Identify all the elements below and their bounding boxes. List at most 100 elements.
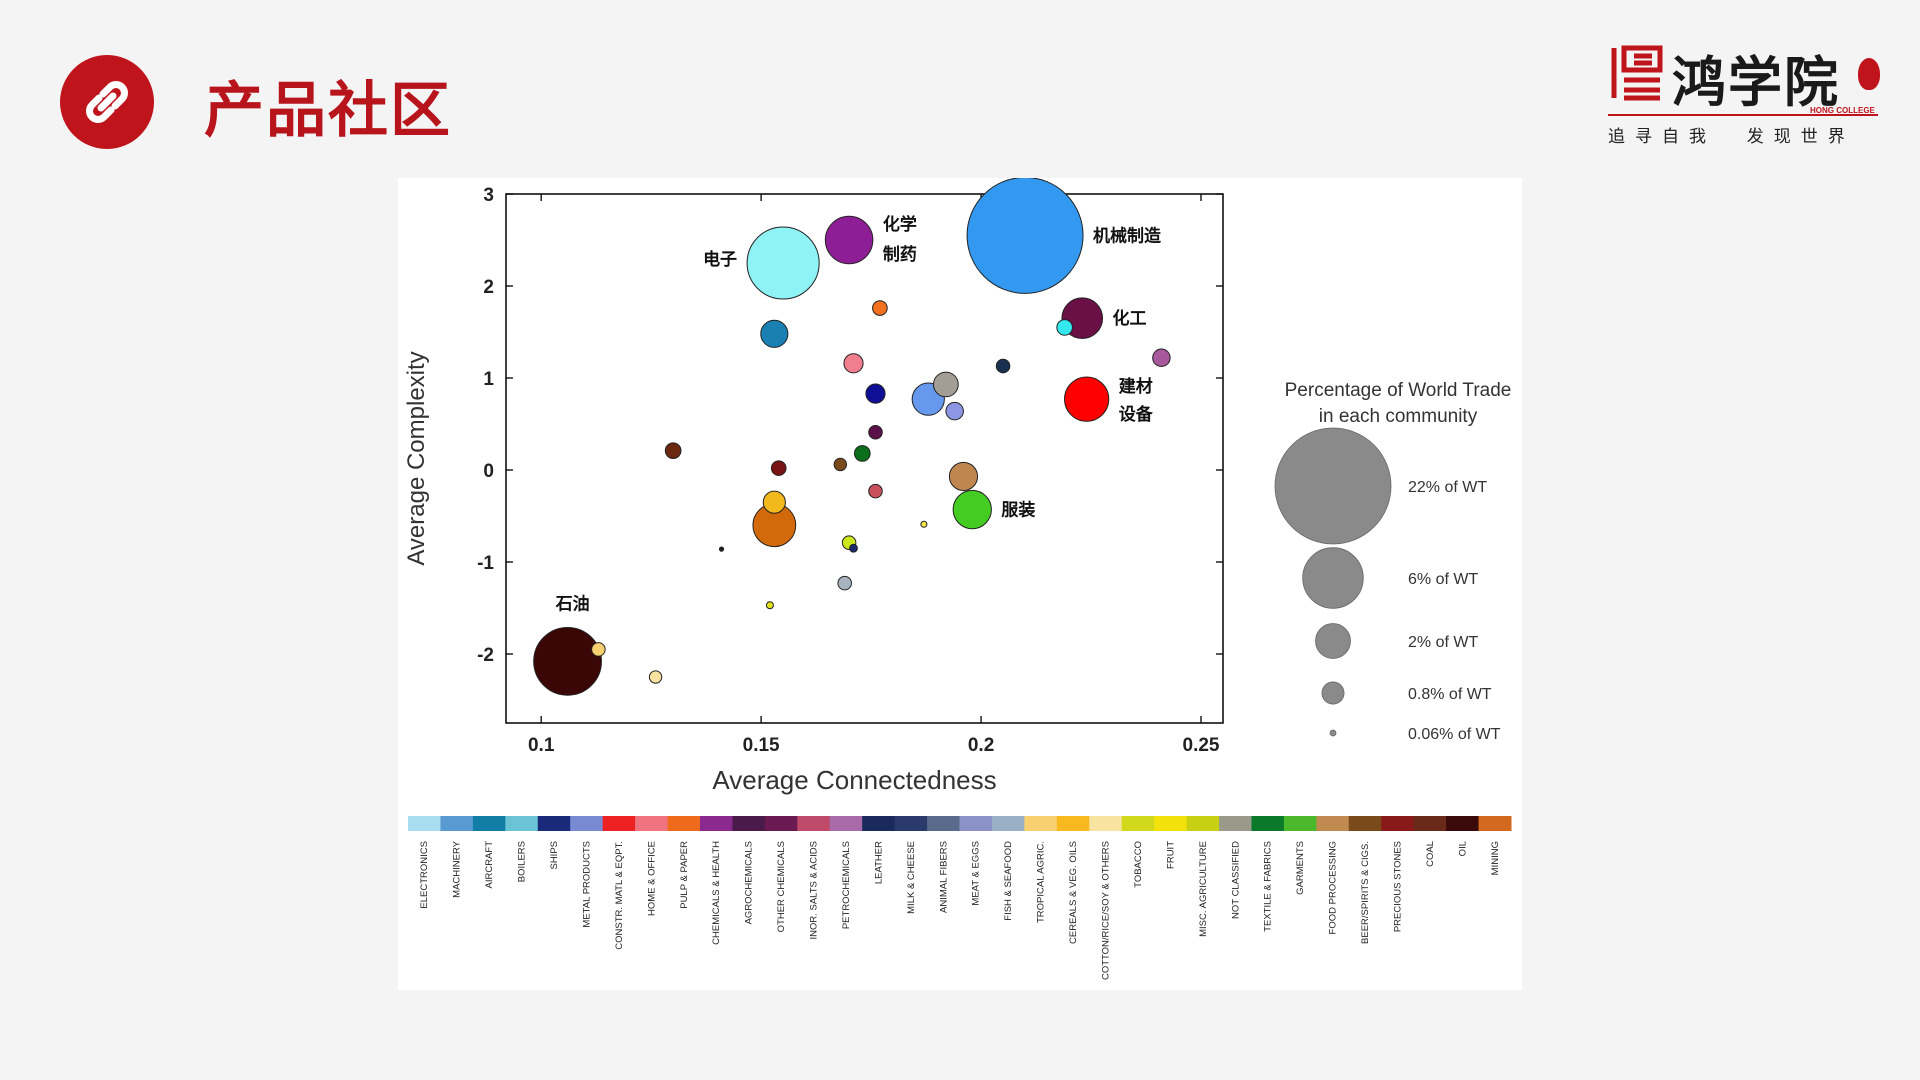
- color-legend-label: COTTON/RICE/SOY & OTHERS: [1100, 841, 1111, 980]
- color-legend-swatch: [797, 816, 831, 831]
- bubble: [648, 670, 663, 684]
- bubble: [833, 457, 847, 472]
- color-legend-swatch: [732, 816, 766, 831]
- color-legend-swatch: [1219, 816, 1252, 831]
- color-legend: ELECTRONICS MACHINERY AIRCRAFT BOILERS SHIPS…: [408, 816, 1512, 980]
- bubble: [865, 383, 886, 404]
- color-legend-swatch: [1316, 816, 1350, 831]
- color-legend-label: OTHER CHEMICALS: [776, 841, 787, 932]
- y-tick-label: -2: [477, 645, 494, 666]
- y-tick-label: -1: [477, 553, 494, 574]
- color-legend-swatch: [570, 816, 604, 831]
- color-legend-swatch: [1381, 816, 1415, 831]
- bubble-label: 石油: [555, 593, 590, 614]
- color-legend-swatch: [991, 816, 1025, 831]
- plot-frame: [505, 193, 1224, 724]
- x-tick-label: 0.2: [968, 735, 994, 756]
- color-legend-swatch: [894, 816, 928, 831]
- product-space-chart: 0.1 0.15 0.2 0.25 3 2 1 0 -1 -2 Average Connectedn…: [403, 178, 1512, 980]
- color-legend-swatch: [1413, 816, 1447, 831]
- bubble-label: 建材: [1119, 376, 1153, 397]
- brand-motto: 追寻自我 发现世界: [1608, 127, 1855, 147]
- bubble-label: 化工: [1113, 308, 1147, 329]
- bubble: [872, 300, 888, 316]
- bubble-label: 化学: [883, 214, 917, 235]
- color-legend-label: METAL PRODUCTS: [581, 841, 592, 928]
- color-legend-swatch: [1283, 816, 1317, 831]
- bubble: [995, 358, 1011, 374]
- link-icon-glyph: [86, 81, 128, 123]
- bubble: [770, 460, 787, 476]
- bubble: [824, 215, 874, 265]
- color-legend-swatch: [1154, 816, 1188, 831]
- size-legend-bubble: [1329, 729, 1337, 737]
- size-legend-bubble: [1274, 427, 1392, 545]
- color-legend-swatch: [699, 816, 733, 831]
- color-legend-label: LEATHER: [873, 841, 884, 884]
- brand-name: 鸿学院: [1672, 50, 1840, 114]
- color-legend-label: TROPICAL AGRIC.: [1036, 841, 1047, 923]
- bubble: [945, 401, 964, 421]
- bubble: [966, 178, 1084, 294]
- size-legend-label: 6% of WT: [1408, 571, 1478, 588]
- bubble: [746, 226, 820, 300]
- color-legend-label: BOILERS: [517, 841, 528, 882]
- color-legend-swatch: [1121, 816, 1155, 831]
- size-legend-bubble: [1302, 547, 1364, 609]
- bubble: [1152, 348, 1171, 368]
- brand-seal-icon: [1858, 58, 1880, 90]
- color-legend-label: MISC. AGRICULTURE: [1198, 841, 1209, 937]
- bubble-label: 制药: [883, 244, 917, 265]
- bubble: [952, 489, 992, 530]
- color-legend-label: FISH & SEAFOOD: [1003, 841, 1014, 921]
- color-legend-label: TEXTILE & FABRICS: [1263, 841, 1274, 932]
- size-legend-label: 2% of WT: [1408, 634, 1478, 651]
- x-tick-label: 0.15: [743, 735, 780, 756]
- color-legend-swatch: [1186, 816, 1220, 831]
- brand-logo-icon: [1611, 45, 1663, 101]
- size-legend-label: 0.06% of WT: [1408, 726, 1501, 743]
- bubble: [837, 575, 852, 591]
- size-legend-label: 0.8% of WT: [1408, 686, 1492, 703]
- x-axis-label: Average Connectedness: [712, 765, 996, 795]
- size-legend-label: 22% of WT: [1408, 479, 1487, 496]
- page-title: 产品社区: [204, 76, 452, 146]
- color-legend-label: INOR. SALTS & ACIDS: [809, 841, 820, 940]
- color-legend-label: PETROCHEMICALS: [841, 841, 852, 929]
- bubble: [1064, 376, 1110, 422]
- brand-logo: 鸿学院 HONG COLLEGE 追寻自我 发现世界: [1600, 38, 1890, 148]
- color-legend-swatch: [764, 816, 798, 831]
- chart-axes: 0.1 0.15 0.2 0.25 3 2 1 0 -1 -2 Average Connectedn…: [403, 185, 1224, 795]
- bubble: [718, 546, 725, 552]
- size-legend-title: Percentage of World Trade: [1285, 380, 1512, 401]
- bubble: [920, 520, 928, 528]
- color-legend-label: TOBACCO: [1133, 841, 1144, 888]
- bubble: [843, 353, 864, 374]
- color-legend-label: AIRCRAFT: [484, 841, 495, 889]
- x-tick-label: 0.1: [528, 735, 555, 756]
- size-legend: Percentage of World Trade in each communi…: [1274, 380, 1512, 743]
- color-legend-swatch: [537, 816, 571, 831]
- bubble: [533, 626, 602, 696]
- bubble: [933, 371, 959, 398]
- bubble: [591, 642, 606, 657]
- color-legend-label: MACHINERY: [452, 840, 463, 897]
- color-legend-swatch: [1478, 816, 1512, 831]
- color-legend-label: NOT CLASSIFIED: [1230, 841, 1241, 919]
- slide-header: 产品社区 鸿学院 HONG COLLEGE 追寻自我 发现世界: [0, 0, 1920, 160]
- bubble: [853, 445, 871, 462]
- color-legend-label: AGROCHEMICALS: [744, 841, 755, 924]
- y-tick-label: 2: [483, 277, 494, 298]
- color-legend-label: MILK & CHEESE: [906, 841, 917, 914]
- color-legend-swatch: [959, 816, 993, 831]
- color-legend-swatch: [440, 816, 474, 831]
- color-legend-label: OIL: [1457, 841, 1468, 856]
- color-legend-swatch: [505, 816, 539, 831]
- bubble: [760, 319, 789, 348]
- bubble-label: 服装: [1001, 500, 1035, 521]
- color-legend-label: GARMENTS: [1295, 841, 1306, 895]
- color-legend-swatch: [602, 816, 636, 831]
- bubble-label: 机械制造: [1093, 225, 1162, 246]
- brand-divider: [1608, 114, 1878, 116]
- color-legend-label: ELECTRONICS: [419, 841, 430, 909]
